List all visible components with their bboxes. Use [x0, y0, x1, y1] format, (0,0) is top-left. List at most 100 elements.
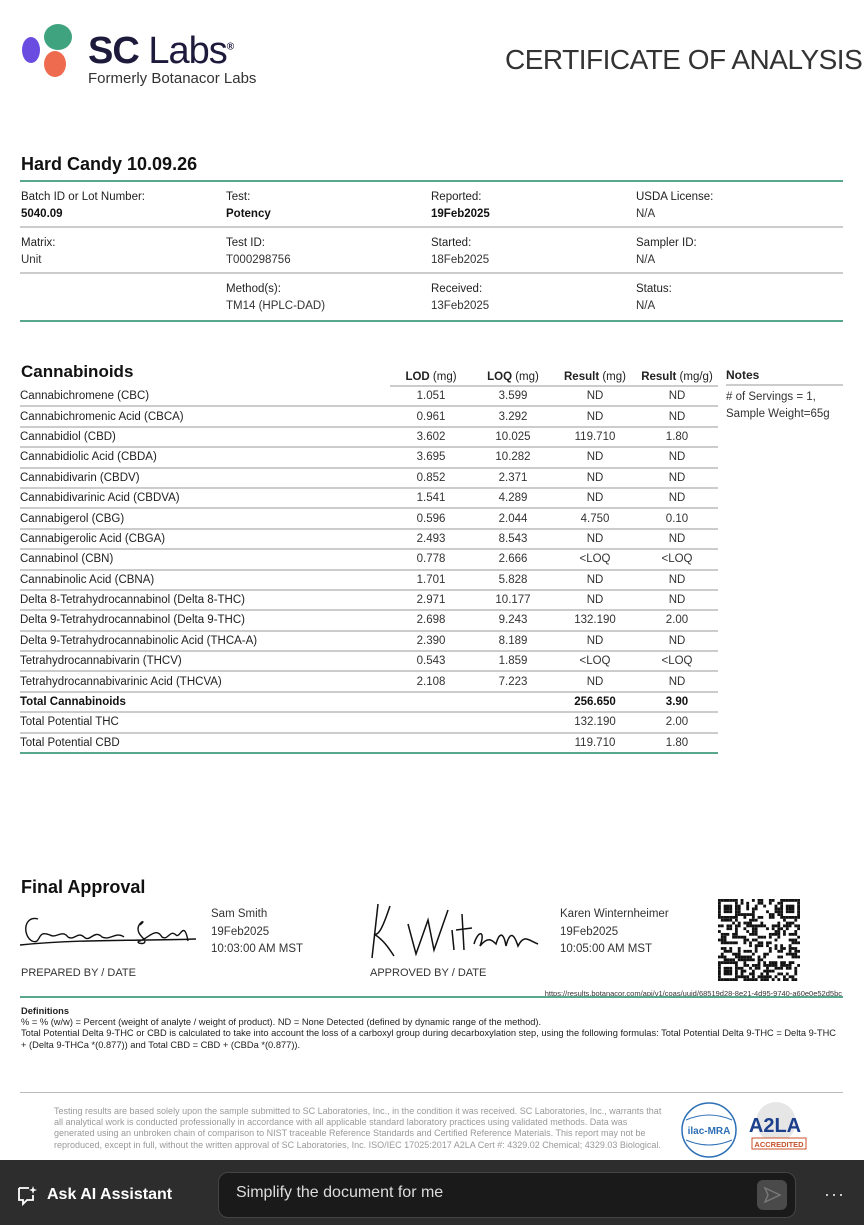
notes: # of Servings = 1, Sample Weight=65g	[726, 389, 830, 423]
prepared-date: 19Feb2025	[211, 925, 270, 938]
table-cell: 8.189	[472, 630, 554, 653]
column-header: Result (mg)	[554, 366, 636, 387]
approved-date: 19Feb2025	[560, 925, 619, 938]
info-label: Batch ID or Lot Number:	[21, 191, 145, 203]
table-cell: 1.80	[636, 732, 718, 755]
column-header: LOQ (mg)	[472, 366, 554, 387]
info-value: Potency	[226, 208, 271, 220]
table-cell: 2.493	[390, 528, 472, 551]
info-row: Batch ID or Lot Number: 5040.09 Test: Poten…	[20, 182, 843, 228]
document-title: CERTIFICATE OF ANALYSIS	[505, 44, 863, 75]
table-cell: 2.698	[390, 610, 472, 632]
analyte-name: Delta 9-Tetrahydrocannabinolic Acid (THC…	[20, 630, 390, 653]
prepared-signature	[20, 917, 197, 946]
info-cell: Batch ID or Lot Number: 5040.09	[20, 189, 225, 226]
analyte-name: Cannabidivarin (CBDV)	[20, 467, 390, 489]
definitions: Definitions % = % (w/w) = Percent (weigh…	[21, 1006, 841, 1051]
table-cell: 2.971	[390, 589, 472, 612]
analyte-name: Tetrahydrocannabivarinic Acid (THCVA)	[20, 671, 390, 693]
ai-assistant-icon[interactable]	[16, 1184, 38, 1206]
sample-info-grid: Batch ID or Lot Number: 5040.09 Test: Poten…	[20, 180, 843, 322]
info-cell: Received: 13Feb2025	[430, 281, 635, 320]
info-label: Reported:	[431, 191, 482, 203]
results-url[interactable]: https://results.botanacor.com/api/v1/coa…	[544, 989, 842, 998]
table-row: Delta 9-Tetrahydrocannabinol (Delta 9-TH…	[20, 610, 718, 632]
qr-code[interactable]	[718, 899, 800, 981]
cannabinoids-title: Cannabinoids	[21, 362, 134, 381]
prepared-by-label: PREPARED BY / DATE	[21, 967, 136, 979]
table-cell: 1.051	[390, 386, 472, 408]
info-value: N/A	[636, 300, 656, 312]
info-value: 19Feb2025	[431, 208, 490, 220]
analyte-name: Cannabichromene (CBC)	[20, 386, 390, 408]
table-cell: ND	[636, 528, 718, 551]
table-cell: 10.025	[472, 426, 554, 449]
table-cell: 0.961	[390, 406, 472, 428]
analyte-name: Total Cannabinoids	[20, 690, 390, 714]
table-cell: ND	[554, 467, 636, 489]
table-cell: 3.695	[390, 447, 472, 469]
info-cell: Test ID: T000298756	[225, 235, 430, 272]
table-cell: ND	[554, 386, 636, 408]
send-button[interactable]	[757, 1180, 787, 1210]
table-cell: 2.044	[472, 508, 554, 530]
table-cell: 7.223	[472, 671, 554, 693]
info-label: Status:	[636, 283, 672, 295]
analyte-name: Delta 9-Tetrahydrocannabinol (Delta 9-TH…	[20, 610, 390, 632]
table-cell: ND	[636, 630, 718, 653]
info-cell: Sampler ID: N/A	[635, 235, 840, 272]
ask-ai-assistant-button[interactable]: Ask AI Assistant	[47, 1186, 173, 1203]
table-row: Tetrahydrocannabivarinic Acid (THCVA) 2.1…	[20, 671, 718, 693]
definition-line: % = % (w/w) = Percent (weight of analyte…	[21, 1017, 542, 1028]
definitions-title: Definitions	[21, 1006, 70, 1016]
info-label: USDA License:	[636, 191, 714, 203]
ai-prompt-text[interactable]: Simplify the document for me	[236, 1184, 444, 1201]
ai-prompt-input[interactable]	[218, 1172, 796, 1218]
info-label: Method(s):	[226, 283, 281, 295]
analyte-name: Cannabinolic Acid (CBNA)	[20, 569, 390, 591]
info-value: 13Feb2025	[431, 300, 490, 312]
table-cell: 1.541	[390, 487, 472, 510]
table-row: Cannabidiol (CBD) 3.602 10.025 119.710 1.80	[20, 426, 718, 449]
table-cell: 2.666	[472, 549, 554, 571]
table-cell: 256.650	[554, 690, 636, 714]
info-label: Sampler ID:	[636, 237, 697, 249]
table-cell: ND	[554, 528, 636, 551]
analyte-name: Cannabidiolic Acid (CBDA)	[20, 447, 390, 469]
table-cell: 0.596	[390, 508, 472, 530]
info-cell: Started: 18Feb2025	[430, 235, 635, 272]
column-header: Result (mg/g)	[636, 366, 718, 387]
table-cell: 132.190	[554, 610, 636, 632]
table-cell: 0.778	[390, 549, 472, 571]
approved-by-label: APPROVED BY / DATE	[370, 967, 487, 979]
table-cell: 1.859	[472, 651, 554, 673]
table-row: Cannabinol (CBN) 0.778 2.666 <LOQ <LOQ	[20, 549, 718, 571]
info-value: N/A	[636, 254, 656, 266]
table-cell: <LOQ	[554, 549, 636, 571]
table-cell: ND	[554, 447, 636, 469]
table-cell: ND	[554, 589, 636, 612]
table-cell: 10.177	[472, 589, 554, 612]
approved-by-info: Karen Winternheimer 19Feb2025 10:05:00 A…	[560, 906, 669, 959]
table-cell: 2.390	[390, 630, 472, 653]
approved-time: 10:05:00 AM MST	[560, 943, 653, 955]
table-cell	[472, 732, 554, 755]
table-cell: ND	[636, 386, 718, 408]
table-cell: 1.701	[390, 569, 472, 591]
table-row: Total Potential CBD 119.710 1.80	[20, 732, 718, 755]
table-cell: 3.292	[472, 406, 554, 428]
more-options-button[interactable]: ···	[824, 1184, 845, 1204]
approver-name: Karen Winternheimer	[560, 908, 669, 920]
analyte-name: Cannabigerolic Acid (CBGA)	[20, 528, 390, 551]
info-value: TM14 (HPLC-DAD)	[226, 300, 326, 312]
table-cell: ND	[554, 630, 636, 653]
info-cell	[20, 281, 225, 320]
ilac-badge-text: ilac-MRA	[688, 1126, 731, 1137]
info-cell: USDA License: N/A	[635, 189, 840, 226]
table-cell: ND	[554, 406, 636, 428]
table-row: Cannabinolic Acid (CBNA) 1.701 5.828 ND ND	[20, 569, 718, 591]
info-label: Test ID:	[226, 237, 265, 249]
table-cell	[390, 732, 472, 755]
table-cell: 10.282	[472, 447, 554, 469]
table-row: Total Cannabinoids 256.650 3.90	[20, 690, 718, 714]
